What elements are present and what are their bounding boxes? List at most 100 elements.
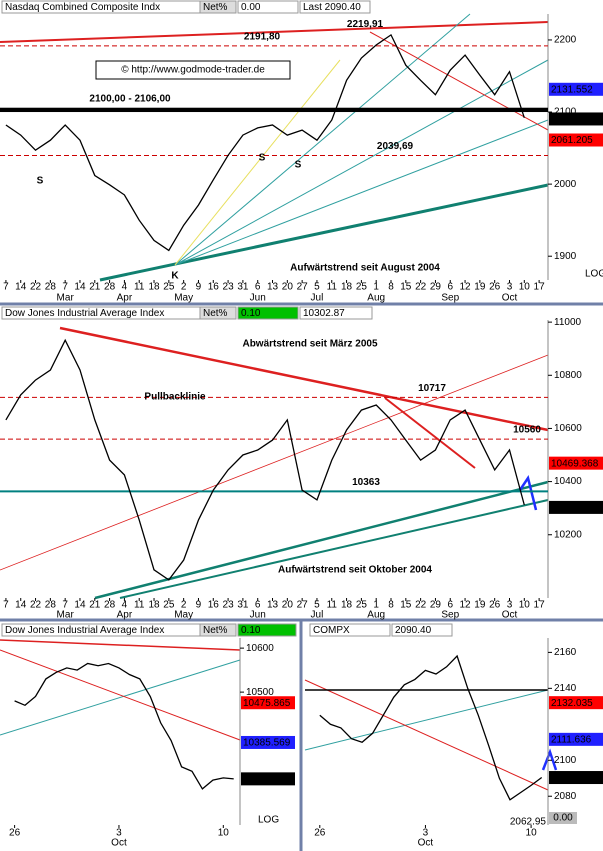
peak-label: 2219,91 bbox=[347, 19, 384, 30]
panel-frames bbox=[0, 302, 603, 851]
header-text: Nasdaq Combined Composite Indx bbox=[5, 2, 160, 13]
x-tick-label: 3 bbox=[116, 828, 122, 839]
x-tick-label: 16 bbox=[208, 600, 220, 611]
x-tick-label: 25 bbox=[163, 282, 175, 293]
x-tick-label: 19 bbox=[474, 282, 486, 293]
price-tag bbox=[241, 735, 295, 749]
trend-line bbox=[174, 13, 471, 266]
x-tick-label: 31 bbox=[237, 282, 249, 293]
price-tag bbox=[549, 500, 603, 514]
trend-line bbox=[0, 354, 549, 571]
x-tick-label: 1 bbox=[373, 282, 379, 293]
x-tick-label: 15 bbox=[400, 282, 412, 293]
month-label: Sep bbox=[441, 293, 459, 304]
y-tick-label: 2160 bbox=[554, 647, 577, 658]
level-label: 10363 bbox=[352, 477, 380, 488]
x-tick-label: 29 bbox=[430, 600, 442, 611]
x-tick-label: 2 bbox=[181, 600, 187, 611]
x-tick-label: 26 bbox=[314, 828, 326, 839]
arrow-mark bbox=[541, 748, 558, 771]
price-tag-label: 10385.569 bbox=[243, 738, 291, 749]
x-tick-label: 7 bbox=[3, 282, 9, 293]
y-tick-label: 10500 bbox=[246, 687, 274, 698]
x-tick-label: 18 bbox=[341, 282, 353, 293]
x-tick-label: 22 bbox=[415, 600, 427, 611]
month-label: Jul bbox=[311, 293, 324, 304]
annotation: Aufwärtstrend seit August 2004 bbox=[290, 263, 440, 274]
month-label: Oct bbox=[418, 838, 434, 849]
trend-line bbox=[119, 499, 549, 599]
x-tick-label: 28 bbox=[104, 282, 116, 293]
header-field bbox=[237, 623, 297, 637]
x-tick-label: 6 bbox=[447, 600, 453, 611]
x-tick-label: 6 bbox=[447, 282, 453, 293]
header-text: 10302.87 bbox=[303, 308, 345, 319]
x-tick-label: 20 bbox=[282, 282, 294, 293]
price-tag-label: 10475.865 bbox=[243, 698, 291, 709]
x-tick-label: 1 bbox=[373, 600, 379, 611]
x-tick-label: 26 bbox=[489, 600, 501, 611]
annotation: 0.00 bbox=[553, 813, 573, 824]
x-tick-label: 28 bbox=[45, 282, 57, 293]
x-tick-label: 22 bbox=[30, 282, 42, 293]
header-text: Dow Jones Industrial Average Index bbox=[5, 625, 164, 636]
x-tick-label: 3 bbox=[507, 282, 513, 293]
x-tick-label: 14 bbox=[74, 282, 86, 293]
month-label: Oct bbox=[111, 838, 127, 849]
x-tick-label: 13 bbox=[267, 600, 279, 611]
header-field bbox=[199, 0, 237, 14]
month-label: Aug bbox=[367, 610, 385, 621]
x-tick-label: 28 bbox=[45, 600, 57, 611]
x-tick-label: 26 bbox=[489, 282, 501, 293]
annotation: Abwärtstrend seit März 2005 bbox=[242, 339, 377, 350]
header-text: Net% bbox=[203, 2, 228, 13]
month-label: Jun bbox=[250, 293, 266, 304]
price-tag-label: 10302.87 bbox=[243, 774, 285, 785]
price-tag-label: 2131.552 bbox=[551, 84, 593, 95]
header-field bbox=[237, 306, 299, 320]
log-label: LOG bbox=[258, 815, 279, 826]
trend-line bbox=[304, 689, 549, 751]
x-tick-label: 22 bbox=[415, 282, 427, 293]
y-tick-label: 10200 bbox=[554, 529, 582, 540]
price-line bbox=[5, 33, 525, 252]
x-tick-label: 18 bbox=[341, 600, 353, 611]
x-tick-label: 7 bbox=[62, 282, 68, 293]
header-text: Last 2090.40 bbox=[303, 2, 361, 13]
x-tick-label: 21 bbox=[89, 600, 101, 611]
x-tick-label: 25 bbox=[163, 600, 175, 611]
x-tick-label: 2 bbox=[181, 282, 187, 293]
price-tag-label: 2090.40 bbox=[551, 773, 588, 784]
price-tag-label: 2132.035 bbox=[551, 698, 593, 709]
x-tick-label: 9 bbox=[196, 282, 202, 293]
x-tick-label: 22 bbox=[30, 600, 42, 611]
annotation: © http://www.godmode-trader.de bbox=[121, 65, 265, 76]
x-tick-label: 5 bbox=[314, 600, 320, 611]
header-text: Dow Jones Industrial Average Index bbox=[5, 308, 164, 319]
x-tick-label: 21 bbox=[89, 282, 101, 293]
trend-line bbox=[0, 659, 241, 736]
level-label: 2191,80 bbox=[244, 32, 281, 43]
header-text: Net% bbox=[203, 625, 228, 636]
y-tick-label: 10600 bbox=[246, 643, 274, 654]
trend-line bbox=[174, 119, 549, 266]
price-tag-label: 10302.87 bbox=[551, 503, 593, 514]
x-tick-label: 3 bbox=[423, 828, 429, 839]
y-tick-label: 2000 bbox=[554, 179, 577, 190]
x-tick-label: 8 bbox=[388, 282, 394, 293]
header-field bbox=[391, 623, 453, 637]
annotation-box bbox=[95, 60, 291, 80]
x-tick-label: 11 bbox=[134, 282, 145, 293]
zone bbox=[0, 107, 548, 113]
header-field bbox=[309, 623, 391, 637]
header-field bbox=[199, 623, 237, 637]
header-field bbox=[299, 0, 371, 14]
month-label: Mar bbox=[57, 293, 75, 304]
y-tick-label: 10800 bbox=[554, 370, 582, 381]
net-box bbox=[549, 812, 577, 824]
y-tick-label: 2100 bbox=[554, 107, 577, 118]
y-tick-label: 10400 bbox=[554, 476, 582, 487]
month-label: Oct bbox=[502, 293, 518, 304]
log-label: LOG bbox=[585, 269, 603, 280]
